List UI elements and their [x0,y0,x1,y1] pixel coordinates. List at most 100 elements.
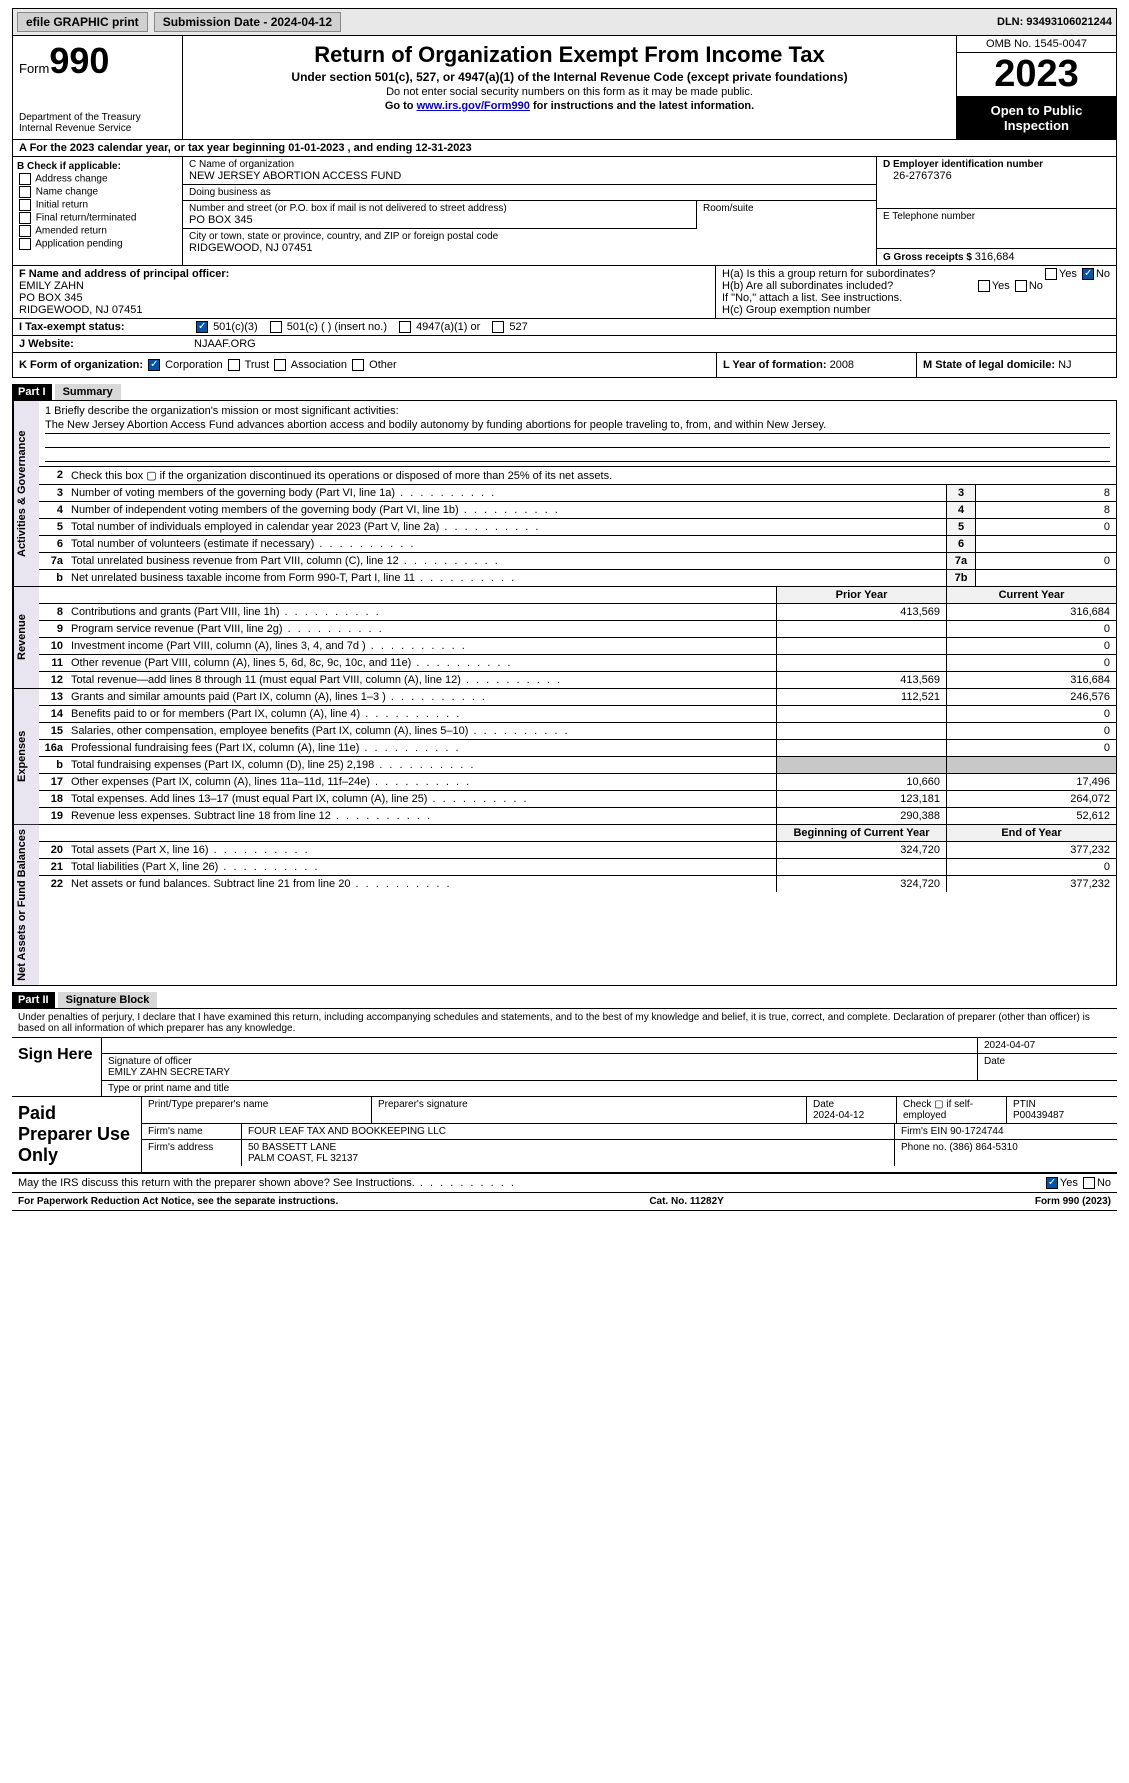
summary-line: 11Other revenue (Part VIII, column (A), … [39,655,1116,672]
l-value: 2008 [830,359,854,371]
footer-left: For Paperwork Reduction Act Notice, see … [18,1196,338,1207]
declaration-text: Under penalties of perjury, I declare th… [12,1009,1117,1038]
firm-phone: (386) 864-5310 [949,1142,1017,1153]
box-l: L Year of formation: 2008 [716,353,916,377]
firm-ein: 90-1724744 [950,1126,1003,1137]
form-page: efile GRAPHIC print Submission Date - 20… [0,0,1129,1219]
ha-yes[interactable] [1045,268,1057,280]
chk-other[interactable] [352,359,364,371]
chk-501c3[interactable] [196,321,208,333]
ein-label: D Employer identification number [883,159,1110,170]
goto-prefix: Go to [385,100,417,112]
firm-name-label: Firm's name [142,1124,242,1139]
paid-preparer-block: Paid Preparer Use Only Print/Type prepar… [12,1097,1117,1174]
street-label: Number and street (or P.O. box if mail i… [189,203,690,214]
chk-final-return[interactable]: Final return/terminated [17,212,178,224]
phone-label: E Telephone number [883,211,1110,222]
k-label: K Form of organization: [19,359,143,371]
form-title: Return of Organization Exempt From Incom… [191,42,948,68]
summary-line: 22Net assets or fund balances. Subtract … [39,876,1116,892]
discuss-no[interactable] [1083,1177,1095,1189]
hb-no[interactable] [1015,280,1027,292]
part2-header: Part II Signature Block [12,992,1117,1009]
box-h: H(a) Is this a group return for subordin… [716,266,1116,318]
header-row: Form990 Department of the Treasury Inter… [12,36,1117,140]
chk-address-change[interactable]: Address change [17,173,178,185]
box-m: M State of legal domicile: NJ [916,353,1116,377]
m-value: NJ [1058,359,1071,371]
summary-line: 15Salaries, other compensation, employee… [39,723,1116,740]
footer-mid: Cat. No. 11282Y [338,1196,1035,1207]
form-number: Form990 [19,40,176,82]
box-deg: D Employer identification number 26-2767… [876,157,1116,265]
summary-line: 21Total liabilities (Part X, line 26)0 [39,859,1116,876]
boy-hdr: Beginning of Current Year [776,825,946,841]
summary-line: 8Contributions and grants (Part VIII, li… [39,604,1116,621]
chk-name-change[interactable]: Name change [17,186,178,198]
mission-block: 1 Briefly describe the organization's mi… [39,401,1116,467]
prep-sig-label: Preparer's signature [372,1097,807,1123]
gross-receipts-value: 316,684 [975,251,1015,263]
row-klm: K Form of organization: Corporation Trus… [12,353,1117,378]
irs-link[interactable]: www.irs.gov/Form990 [417,100,530,112]
summary-line: 17Other expenses (Part IX, column (A), l… [39,774,1116,791]
vtab-expenses: Expenses [13,689,39,824]
firm-name: FOUR LEAF TAX AND BOOKKEEPING LLC [242,1124,895,1139]
header-right: OMB No. 1545-0047 2023 Open to Public In… [956,36,1116,139]
submission-date-button[interactable]: Submission Date - 2024-04-12 [154,12,341,32]
header-mid: Return of Organization Exempt From Incom… [183,36,956,139]
discuss-yes[interactable] [1046,1177,1058,1189]
street-value: PO BOX 345 [189,214,690,226]
summary-net: Net Assets or Fund Balances Beginning of… [12,825,1117,986]
website-label: J Website: [19,338,184,350]
sig-date-label: Date [977,1054,1117,1080]
mission-blank2 [45,448,1110,462]
ein-value: 26-2767376 [883,170,1110,182]
prep-name-label: Print/Type preparer's name [142,1097,372,1123]
part1-header: Part I Summary [12,384,1117,401]
box-b-title: B Check if applicable: [17,161,178,172]
form-num-big: 990 [49,40,109,81]
chk-trust[interactable] [228,359,240,371]
summary-line: 4Number of independent voting members of… [39,502,1116,519]
hb-yes[interactable] [978,280,990,292]
net-header-row: Beginning of Current Year End of Year [39,825,1116,842]
summary-line: 7aTotal unrelated business revenue from … [39,553,1116,570]
tax-year: 2023 [957,53,1116,97]
summary-line: 12Total revenue—add lines 8 through 11 (… [39,672,1116,688]
box-k: K Form of organization: Corporation Trus… [13,353,716,377]
sign-here-label: Sign Here [12,1038,102,1096]
officer-row: F Name and address of principal officer:… [12,266,1117,319]
box-b: B Check if applicable: Address change Na… [13,157,183,265]
room-label: Room/suite [703,203,870,214]
chk-4947[interactable] [399,321,411,333]
subtitle-1: Under section 501(c), 527, or 4947(a)(1)… [191,70,948,84]
chk-527[interactable] [492,321,504,333]
prep-date-label: Date [813,1099,834,1110]
omb-number: OMB No. 1545-0047 [957,36,1116,53]
prior-year-hdr: Prior Year [776,587,946,603]
sig-officer-label: Signature of officer [108,1056,971,1067]
chk-association[interactable] [274,359,286,371]
chk-501c[interactable] [270,321,282,333]
header-left: Form990 Department of the Treasury Inter… [13,36,183,139]
discuss-row: May the IRS discuss this return with the… [12,1174,1117,1193]
website-value: NJAAF.ORG [194,338,256,350]
summary-line: 5Total number of individuals employed in… [39,519,1116,536]
officer-label: F Name and address of principal officer: [19,268,709,280]
efile-print-button[interactable]: efile GRAPHIC print [17,12,148,32]
ptin-value: P00439487 [1013,1110,1064,1121]
chk-initial-return[interactable]: Initial return [17,199,178,211]
footer-right: Form 990 (2023) [1035,1196,1111,1207]
chk-application-pending[interactable]: Application pending [17,238,178,250]
chk-amended-return[interactable]: Amended return [17,225,178,237]
hb-label: H(b) Are all subordinates included? [722,280,893,292]
chk-corporation[interactable] [148,359,160,371]
hb-note: If "No," attach a list. See instructions… [722,292,1110,304]
gross-receipts-label: G Gross receipts $ [883,252,972,263]
firm-addr1: 50 BASSETT LANE [248,1142,336,1153]
ha-no[interactable] [1082,268,1094,280]
mission-blank1 [45,434,1110,448]
ha-label: H(a) Is this a group return for subordin… [722,268,935,280]
prep-date: 2024-04-12 [813,1110,864,1121]
